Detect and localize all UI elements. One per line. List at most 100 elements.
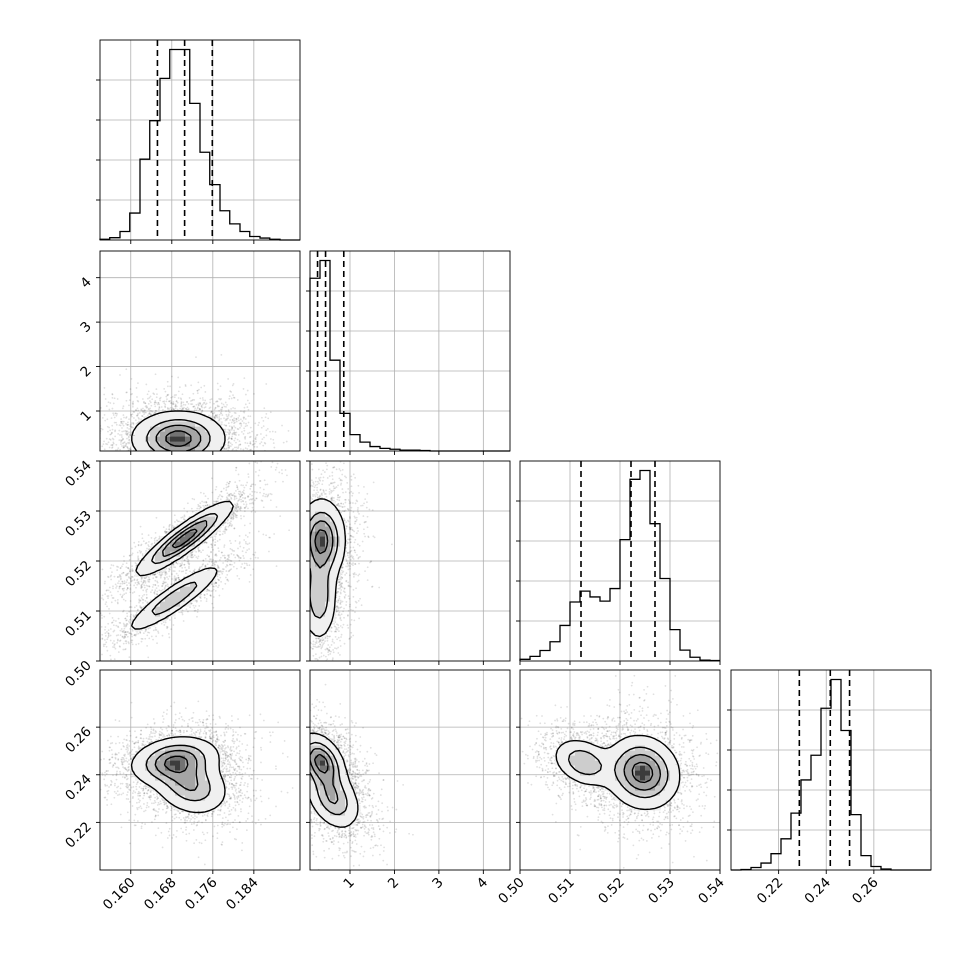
scatter-point — [206, 469, 208, 471]
scatter-point — [206, 554, 208, 556]
scatter-point — [148, 472, 150, 474]
scatter-point — [142, 589, 144, 591]
scatter-point — [207, 468, 209, 470]
scatter-point — [94, 448, 96, 450]
scatter-point — [132, 413, 134, 415]
scatter-point — [195, 462, 197, 464]
scatter-point — [249, 488, 251, 490]
scatter-point — [119, 583, 121, 585]
scatter-point — [190, 455, 192, 457]
scatter-point — [166, 568, 168, 570]
scatter-point — [155, 410, 157, 412]
scatter-point — [172, 396, 174, 398]
scatter-point — [194, 409, 196, 411]
scatter-point — [158, 404, 160, 406]
scatter-point — [219, 399, 221, 401]
scatter-point — [119, 456, 121, 458]
scatter-point — [216, 486, 218, 488]
scatter-point — [123, 447, 125, 449]
scatter-point — [274, 453, 276, 455]
scatter-point — [110, 468, 112, 470]
scatter-point — [246, 563, 248, 565]
scatter-point — [196, 616, 198, 618]
scatter-point — [206, 403, 208, 405]
scatter-point — [221, 407, 223, 409]
scatter-point — [247, 400, 249, 402]
scatter-point — [249, 441, 251, 443]
scatter-point — [208, 473, 210, 475]
scatter-point — [197, 455, 199, 457]
scatter-point — [169, 508, 171, 510]
scatter-point — [164, 406, 166, 408]
scatter-point — [121, 452, 123, 454]
scatter-point — [177, 477, 179, 479]
scatter-point — [215, 407, 217, 409]
scatter-point — [186, 569, 188, 571]
scatter-point — [110, 567, 112, 569]
scatter-point — [244, 437, 246, 439]
scatter-point — [169, 453, 171, 455]
scatter-point — [200, 473, 202, 475]
scatter-point — [212, 457, 214, 459]
scatter-point — [248, 445, 250, 447]
scatter-point — [252, 568, 254, 570]
scatter-point — [96, 449, 98, 451]
scatter-point — [221, 462, 223, 464]
scatter-point — [122, 475, 124, 477]
scatter-point — [134, 606, 136, 608]
scatter-point — [195, 458, 197, 460]
scatter-point — [138, 466, 140, 468]
scatter-point — [230, 445, 232, 447]
density-cell — [150, 441, 156, 447]
scatter-point — [139, 475, 141, 477]
scatter-point — [222, 461, 224, 463]
scatter-point — [57, 673, 59, 675]
scatter-point — [218, 478, 220, 480]
scatter-point — [189, 474, 191, 476]
scatter-point — [173, 401, 175, 403]
scatter-point — [228, 413, 230, 415]
scatter-point — [243, 377, 245, 379]
density-cell — [210, 431, 216, 437]
scatter-point — [159, 407, 161, 409]
scatter-point — [197, 381, 199, 383]
scatter-point — [112, 565, 114, 567]
scatter-point — [117, 634, 119, 636]
scatter-point — [221, 421, 223, 423]
density-cell — [175, 416, 181, 422]
scatter-point — [222, 568, 224, 570]
scatter-point — [173, 477, 175, 479]
scatter-point — [214, 476, 216, 478]
scatter-point — [165, 524, 167, 526]
scatter-point — [237, 428, 239, 430]
scatter-point — [252, 455, 254, 457]
scatter-point — [160, 397, 162, 399]
scatter-point — [126, 456, 128, 458]
scatter-point — [111, 471, 113, 473]
scatter-point — [180, 495, 182, 497]
density-cell — [145, 436, 151, 442]
scatter-point — [226, 419, 228, 421]
scatter-point — [122, 476, 124, 478]
scatter-point — [192, 458, 194, 460]
scatter-point — [146, 469, 148, 471]
scatter-point — [155, 482, 157, 484]
scatter-point — [227, 442, 229, 444]
scatter-point — [234, 437, 236, 439]
scatter-point — [210, 455, 212, 457]
scatter-point — [108, 668, 110, 670]
scatter-point — [157, 402, 159, 404]
scatter-point — [119, 630, 121, 632]
scatter-point — [223, 417, 225, 419]
scatter-point — [130, 600, 132, 602]
scatter-point — [235, 434, 237, 436]
scatter-point — [186, 470, 188, 472]
scatter-point — [134, 467, 136, 469]
scatter-point — [204, 400, 206, 402]
scatter-point — [93, 453, 95, 455]
scatter-point — [141, 455, 143, 457]
scatter-point — [98, 416, 100, 418]
scatter-point — [200, 453, 202, 455]
scatter-point — [149, 464, 151, 466]
density-cell — [200, 416, 206, 422]
